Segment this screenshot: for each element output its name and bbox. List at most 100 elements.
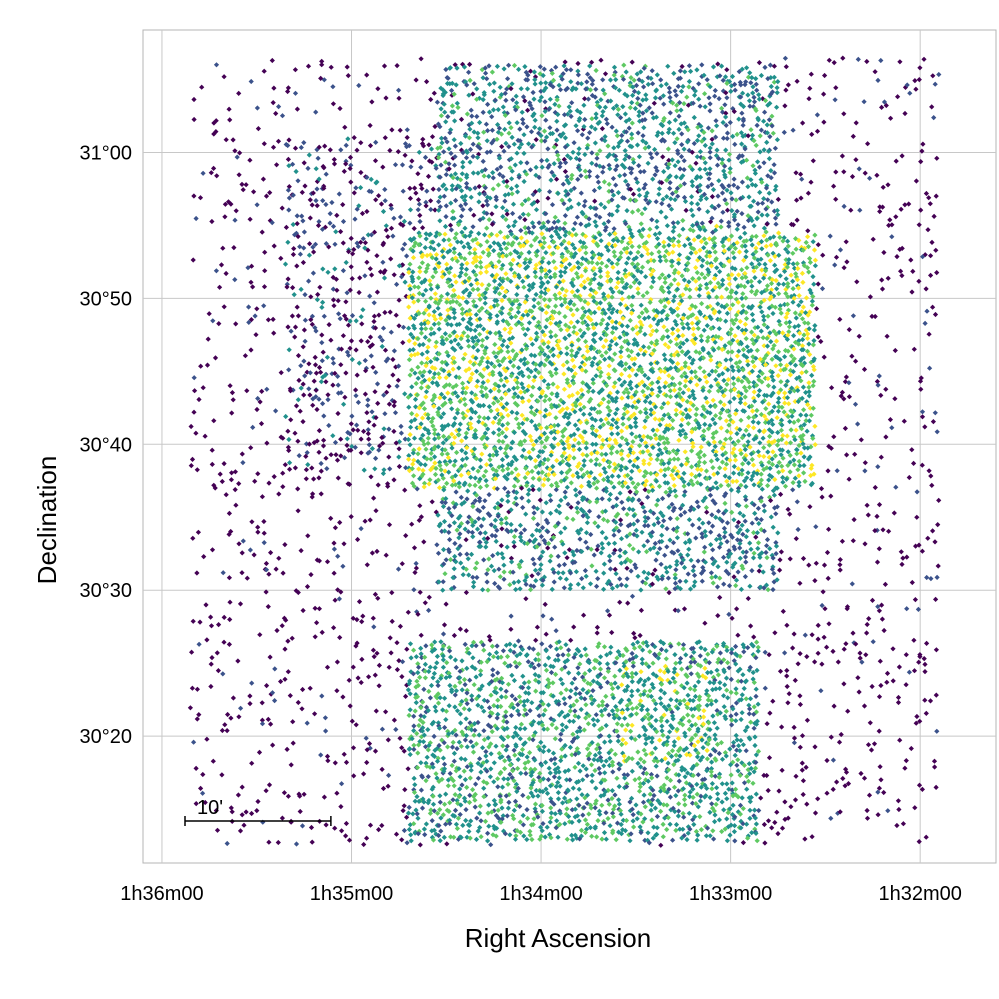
data-point — [738, 159, 745, 165]
data-point — [513, 107, 519, 113]
data-point — [721, 168, 727, 174]
data-point — [213, 62, 220, 68]
data-point — [765, 173, 771, 179]
data-point — [520, 94, 527, 100]
data-point — [709, 181, 715, 188]
data-point — [656, 186, 662, 192]
data-point — [460, 159, 466, 165]
data-point — [226, 106, 232, 112]
data-point — [470, 91, 476, 97]
data-point — [587, 63, 593, 69]
data-point — [658, 138, 665, 144]
data-point — [703, 195, 709, 202]
data-point — [446, 146, 452, 152]
data-point — [395, 149, 401, 155]
data-point — [806, 96, 812, 102]
data-point — [719, 63, 725, 69]
data-point — [878, 57, 884, 64]
data-point — [652, 146, 658, 153]
data-point — [853, 157, 859, 163]
data-point — [321, 165, 327, 171]
data-point — [419, 185, 425, 192]
data-point — [461, 64, 468, 70]
data-point — [767, 134, 773, 140]
data-point — [694, 67, 700, 73]
data-point — [702, 160, 708, 166]
data-point — [400, 188, 406, 194]
data-point — [641, 65, 647, 71]
data-point — [426, 142, 432, 148]
data-point — [475, 135, 481, 141]
data-point — [722, 174, 728, 180]
data-point — [821, 91, 827, 97]
data-point — [467, 61, 473, 67]
data-point — [768, 91, 774, 97]
data-point — [635, 130, 641, 136]
data-point — [618, 115, 624, 121]
data-point — [933, 193, 939, 199]
data-point — [547, 82, 553, 88]
data-point — [539, 158, 545, 164]
data-point — [739, 179, 745, 185]
data-point — [599, 126, 605, 132]
data-point — [530, 113, 536, 119]
data-point — [660, 196, 666, 202]
data-point — [514, 183, 520, 189]
data-point — [351, 190, 357, 196]
data-point — [587, 75, 593, 81]
data-point — [736, 116, 742, 122]
data-point — [493, 204, 499, 210]
data-point — [484, 138, 490, 144]
data-point — [751, 99, 758, 105]
data-point — [373, 197, 379, 203]
data-point — [724, 95, 730, 101]
data-point — [561, 156, 567, 163]
data-point — [747, 70, 753, 76]
data-point — [553, 64, 559, 70]
data-point — [630, 191, 637, 197]
data-point — [561, 123, 567, 129]
data-point — [600, 87, 606, 93]
data-point — [292, 90, 299, 96]
data-point — [509, 134, 515, 140]
data-point — [885, 182, 891, 188]
data-point — [630, 84, 636, 90]
data-point — [732, 141, 738, 147]
data-point — [565, 111, 571, 117]
data-point — [576, 157, 583, 163]
data-point — [450, 175, 456, 181]
data-point — [498, 131, 505, 137]
data-point — [611, 145, 617, 151]
data-point — [418, 56, 424, 62]
data-point — [745, 74, 752, 80]
data-point — [521, 132, 527, 138]
data-point — [424, 79, 430, 85]
data-point — [307, 197, 313, 203]
data-point — [437, 174, 443, 180]
data-point — [770, 130, 776, 136]
data-point — [510, 201, 517, 207]
data-point — [538, 133, 544, 139]
data-point — [730, 133, 736, 139]
data-point — [752, 167, 758, 173]
data-point — [530, 89, 536, 96]
data-point — [497, 171, 503, 177]
data-point — [771, 74, 777, 80]
data-point — [653, 199, 659, 205]
data-point — [476, 95, 482, 101]
data-point — [504, 86, 510, 92]
data-point — [659, 130, 665, 136]
data-point — [673, 174, 679, 180]
data-point — [756, 92, 762, 98]
data-point — [716, 178, 722, 184]
data-point — [606, 181, 612, 187]
data-point — [772, 145, 778, 151]
data-point — [558, 73, 564, 80]
data-point — [585, 96, 591, 102]
data-point — [686, 63, 692, 69]
data-point — [659, 180, 665, 186]
data-point — [626, 125, 632, 131]
data-point — [491, 88, 497, 94]
data-point — [566, 104, 572, 110]
data-point — [614, 163, 620, 169]
